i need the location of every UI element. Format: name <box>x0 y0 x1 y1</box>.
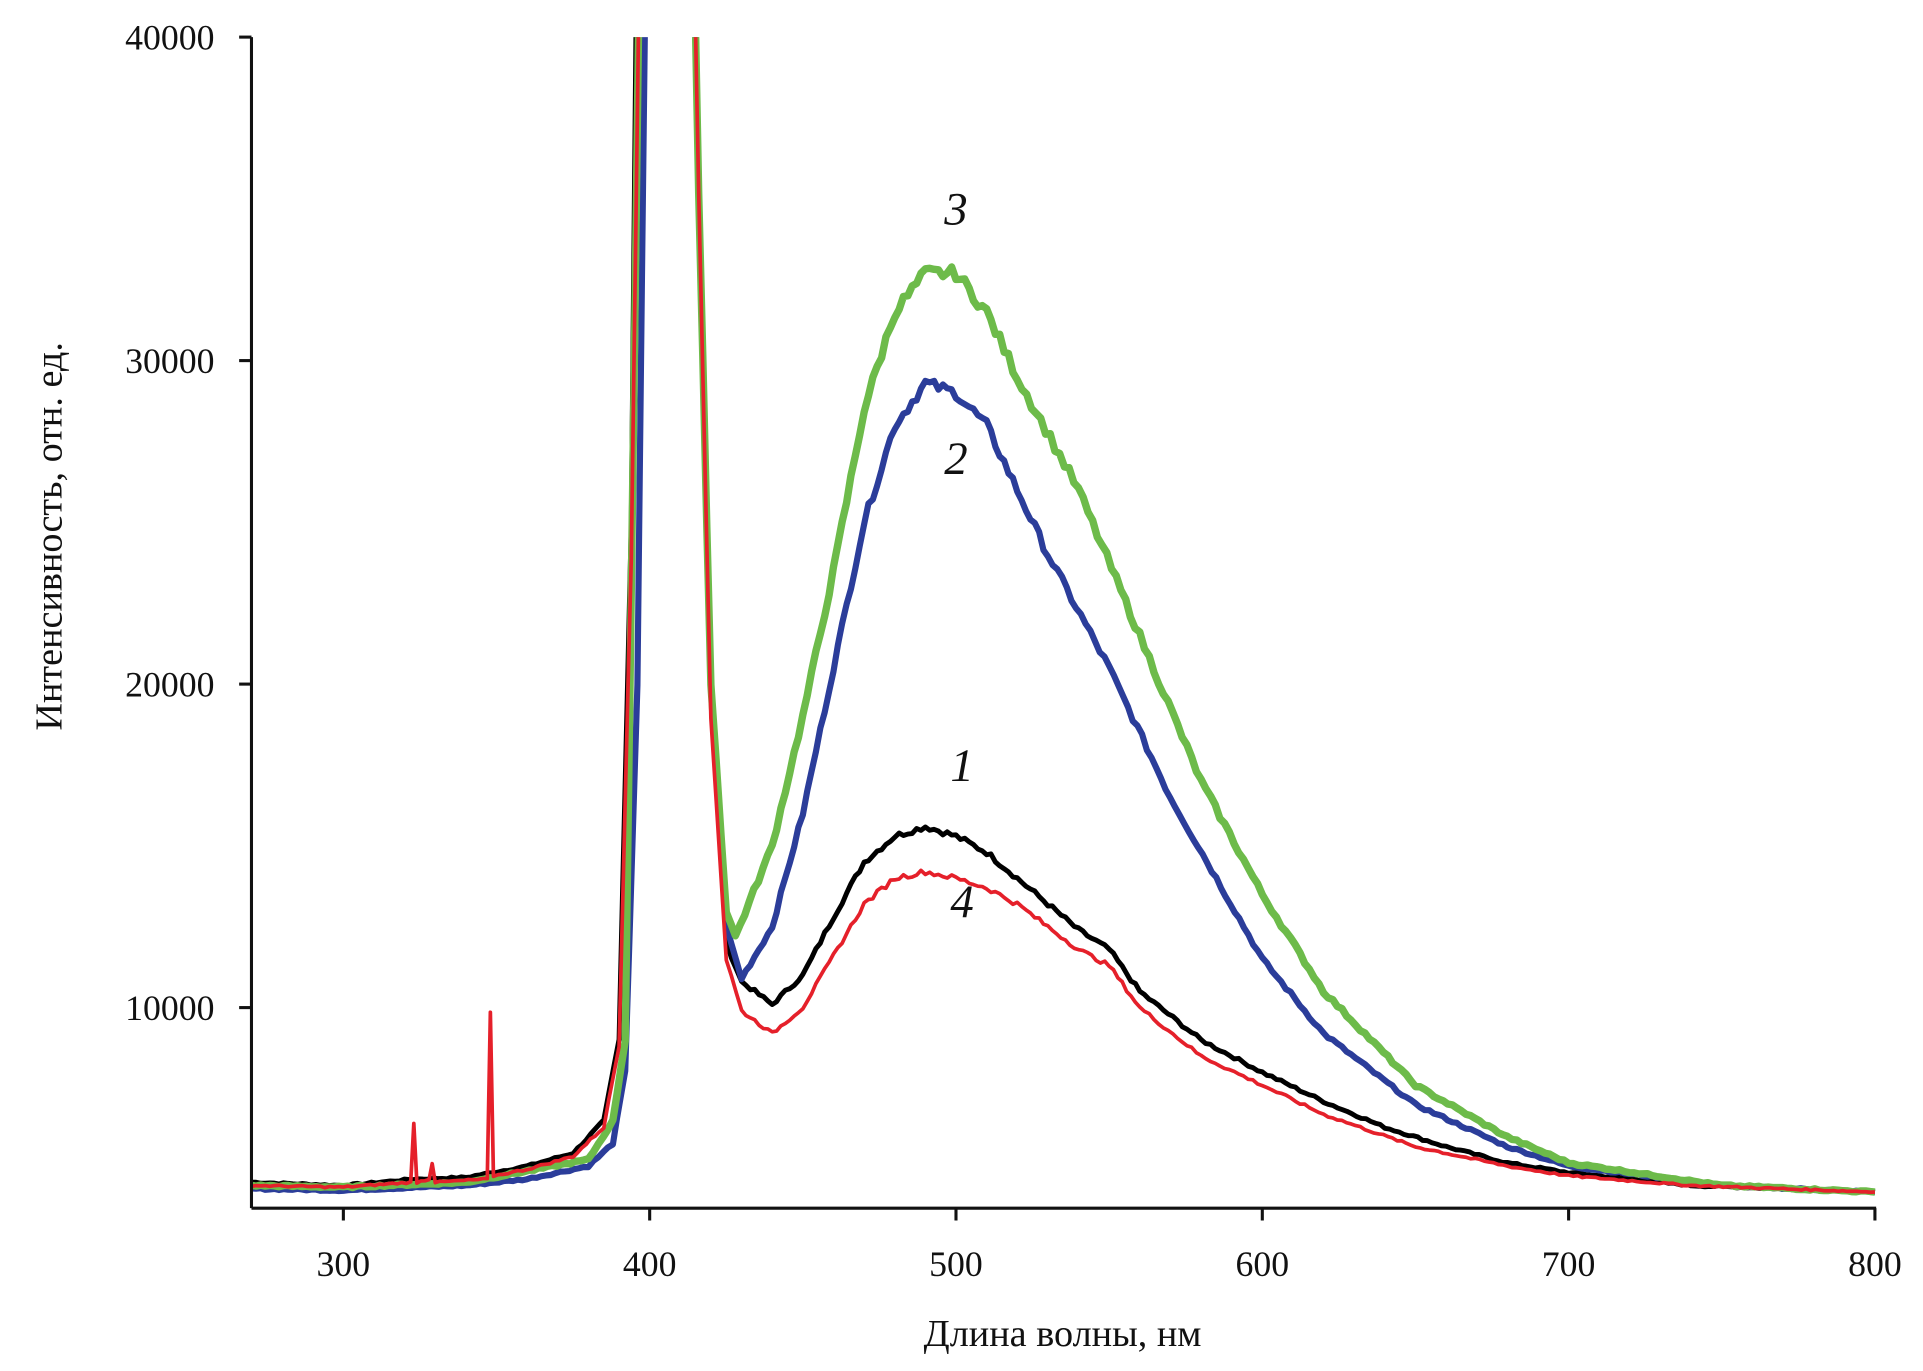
x-tick-label: 400 <box>623 1244 677 1284</box>
y-tick-label: 40000 <box>125 17 214 57</box>
y-tick-label: 10000 <box>125 988 214 1028</box>
series-4-line <box>251 37 1876 1195</box>
curve-label-1: 1 <box>950 740 973 792</box>
y-tick-label: 20000 <box>125 664 214 704</box>
series-3-line <box>251 37 1876 1196</box>
curve-label-2: 2 <box>944 433 967 485</box>
series-1-line <box>251 37 1876 1195</box>
x-tick-label: 600 <box>1235 1244 1289 1284</box>
x-tick-label: 800 <box>1848 1244 1902 1284</box>
x-tick-label: 700 <box>1542 1244 1596 1284</box>
curve-label-4: 4 <box>950 876 973 928</box>
curves-group <box>251 37 1876 1196</box>
series-2-line <box>251 37 1876 1196</box>
y-axis-title: Интенсивность, отн. ед. <box>29 342 71 731</box>
curve-label-3: 3 <box>943 184 967 236</box>
x-tick-label: 300 <box>317 1244 371 1284</box>
x-axis-title: Длина волны, нм <box>924 1313 1202 1355</box>
x-tick-label: 500 <box>929 1244 983 1284</box>
y-tick-label: 30000 <box>125 341 214 381</box>
